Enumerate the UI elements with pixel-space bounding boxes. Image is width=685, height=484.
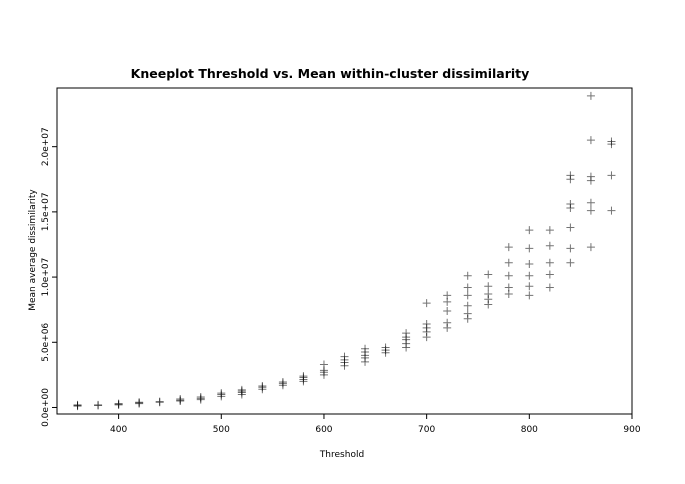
data-point xyxy=(545,283,554,292)
data-point xyxy=(525,282,534,291)
data-point xyxy=(463,271,472,280)
data-point xyxy=(361,344,370,353)
data-point xyxy=(566,223,575,232)
data-point xyxy=(484,282,493,291)
data-point xyxy=(525,291,534,300)
y-axis-label: Mean average dissimilarity xyxy=(28,189,38,311)
data-point xyxy=(504,258,513,267)
data-point xyxy=(586,136,595,145)
data-point xyxy=(566,200,575,209)
data-point xyxy=(278,378,287,387)
data-point xyxy=(340,352,349,361)
data-point xyxy=(73,400,82,409)
data-point xyxy=(155,397,164,406)
y-tick-label: 1.5e+07 xyxy=(41,192,51,231)
data-point xyxy=(422,320,431,329)
data-point xyxy=(607,206,616,215)
chart-title: Kneeplot Threshold vs. Mean within-clust… xyxy=(131,66,530,81)
data-point xyxy=(607,137,616,146)
x-tick-label: 700 xyxy=(418,425,435,435)
y-tick-label: 2.0e+07 xyxy=(41,127,51,166)
data-point xyxy=(525,271,534,280)
data-point xyxy=(525,260,534,269)
data-point xyxy=(545,270,554,279)
data-point xyxy=(422,299,431,308)
data-point xyxy=(607,171,616,180)
x-tick-label: 400 xyxy=(110,425,127,435)
data-point xyxy=(566,171,575,180)
data-point xyxy=(463,301,472,310)
data-point xyxy=(443,291,452,300)
data-point xyxy=(402,329,411,338)
data-point xyxy=(504,243,513,252)
data-points xyxy=(73,91,616,411)
x-axis: 400 500 600 700 800 900 xyxy=(110,414,641,435)
data-point xyxy=(525,244,534,253)
x-tick-label: 500 xyxy=(213,425,230,435)
y-tick-label: 0.0e+00 xyxy=(41,388,51,427)
data-point xyxy=(237,385,246,394)
data-point xyxy=(114,399,123,408)
plot-frame xyxy=(56,87,633,415)
x-tick-label: 800 xyxy=(521,425,538,435)
data-point xyxy=(135,398,144,407)
x-tick-label: 600 xyxy=(315,425,332,435)
data-point xyxy=(94,400,103,409)
data-point xyxy=(586,198,595,207)
data-point xyxy=(381,343,390,352)
y-tick-label: 5.0e+06 xyxy=(41,323,51,362)
data-point xyxy=(586,91,595,100)
data-point xyxy=(586,243,595,252)
data-point xyxy=(566,258,575,267)
y-axis: 0.0e+00 5.0e+06 1.0e+07 1.5e+07 2.0e+07 xyxy=(41,127,57,427)
data-point xyxy=(176,395,185,404)
data-point xyxy=(504,271,513,280)
data-point xyxy=(196,393,205,402)
data-point xyxy=(463,291,472,300)
data-point xyxy=(463,283,472,292)
data-point xyxy=(586,206,595,215)
data-point xyxy=(566,244,575,253)
data-point xyxy=(443,306,452,315)
data-point xyxy=(545,258,554,267)
data-point xyxy=(217,389,226,398)
y-tick-label: 1.0e+07 xyxy=(41,258,51,297)
data-point xyxy=(299,372,308,381)
data-point xyxy=(525,226,534,235)
x-tick-label: 900 xyxy=(623,425,640,435)
data-point xyxy=(484,270,493,279)
data-point xyxy=(586,172,595,181)
data-point xyxy=(258,381,267,390)
x-axis-label: Threshold xyxy=(319,450,364,460)
data-point xyxy=(319,360,328,369)
data-point xyxy=(545,226,554,235)
data-point xyxy=(484,290,493,299)
data-point xyxy=(545,241,554,250)
data-point xyxy=(463,309,472,318)
data-point xyxy=(443,318,452,327)
data-point xyxy=(504,283,513,292)
